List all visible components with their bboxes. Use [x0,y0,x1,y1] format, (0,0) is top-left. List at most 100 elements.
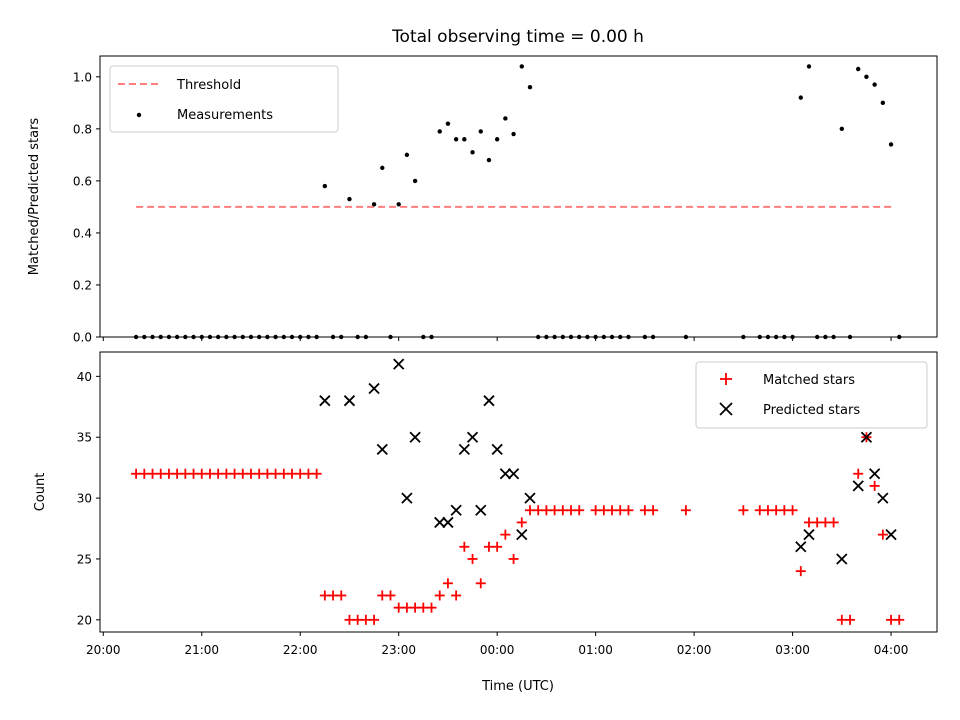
legend-predicted-swatch [719,402,733,416]
predicted-star-marker [466,431,479,443]
predicted-star-marker [885,528,897,541]
legend-predicted-label: Predicted stars [763,403,860,418]
measurement-point [856,66,861,72]
predicted-star-marker [868,468,881,480]
predicted-star-marker [836,553,848,565]
matched-star-marker [500,529,511,540]
x-tick-label: 01:00 [578,643,613,657]
measurement-point [806,64,812,69]
matched-star-marker [894,614,905,625]
predicted-marker-b [409,431,421,443]
predicted-marker-b [803,528,815,541]
matched-star-marker [459,541,470,552]
count-x-ticks: 20:00 21:00 22:00 23:00 00:00 01:00 02:00 03:00… [86,632,908,657]
predicted-marker-b [475,504,487,516]
predicted-marker-b [393,358,405,370]
predicted-star-marker [409,431,421,443]
matched-star-marker [475,578,486,589]
predicted-star-marker [524,492,536,504]
predicted-marker-b [524,492,536,504]
matched-star-marker [869,480,880,491]
measurement-point [864,74,869,80]
predicted-star-marker [516,528,528,541]
measurement-point [798,95,803,100]
x-axis-label: Time (UTC) [481,679,554,694]
measurement-point [371,202,377,207]
predicted-marker-b [860,431,873,443]
ratio-legend: Threshold Measurements [109,65,339,133]
matched-star-marker [385,590,396,601]
predicted-star-marker [507,468,520,480]
predicted-marker-b [868,468,881,480]
measurement-point [412,178,418,184]
count-y-axis-label: Count [33,473,48,512]
predicted-marker-b [852,480,864,492]
x-tick-label: 22:00 [283,643,318,657]
ratio-legend-box [109,65,339,133]
measurement-point [453,137,459,142]
predicted-star-marker [877,492,889,504]
predicted-star-marker [450,504,462,516]
matched-star-marker [467,553,478,564]
matched-star-marker [434,590,445,601]
measurement-point [437,129,442,134]
predicted-star-marker [860,431,873,443]
measurement-point [511,131,516,137]
x-tick-label: 23:00 [381,643,416,657]
count-y-tick-label: 30 [77,492,92,506]
predicted-star-marker [803,528,815,541]
predicted-marker-b [516,528,528,541]
x-tick-label: 03:00 [775,643,810,657]
predicted-star-marker [393,358,405,370]
ratio-y-tick-label: 0.8 [73,122,92,136]
predicted-marker-b [401,492,413,504]
measurement-point [380,165,385,171]
count-legend-box [695,361,928,429]
ratio-y-axis-label: Matched/Predicted stars [27,118,42,276]
predicted-marker-b [442,516,454,529]
measurement-point [872,82,877,87]
predicted-star-marker [491,443,503,456]
ratio-y-ticks: 0.0 0.2 0.4 0.6 0.8 1.0 [73,70,100,345]
x-tick-label: 04:00 [874,643,909,657]
matched-star-marker [508,553,519,564]
matched-star-marker [787,505,798,516]
matched-star-marker [877,529,888,540]
predicted-star-marker [499,468,512,480]
predicted-star-marker [852,480,864,492]
measurement-point [494,137,500,142]
x-tick-label: 21:00 [184,643,219,657]
predicted-marker-b [483,395,495,407]
measurement-point [322,183,328,189]
predicted-marker-b [491,443,503,456]
predicted-star-marker [343,395,356,407]
matched-star-marker [426,602,437,613]
measurement-point [519,64,524,69]
predicted-marker-b [434,516,446,529]
measurement-point [396,202,401,207]
matched-star-marker [845,614,856,625]
ratio-y-tick-label: 1.0 [73,70,92,84]
ratio-x-ticks [102,337,892,341]
matched-star-marker [738,505,749,516]
ratio-panel-frame [99,55,938,338]
matched-star-marker [336,590,347,601]
matched-star-marker [442,578,453,589]
measurement-point [880,100,886,106]
ratio-y-tick-label: 0.2 [73,278,92,292]
predicted-marker-b [836,553,848,565]
predicted-star-marker [795,541,807,553]
ratio-panel: 0.0 0.2 0.4 0.6 0.8 1.0 Matched/Predicted sta… [27,55,938,345]
predicted-marker-b [499,468,512,480]
legend-measurements-swatch [136,112,142,118]
predicted-marker-b [458,443,470,456]
count-legend: Matched stars Predicted stars [695,361,928,429]
x-tick-label: 00:00 [480,643,515,657]
matched-star-marker [574,505,585,516]
legend-matched-label: Matched stars [763,373,855,388]
measurement-point [527,85,533,90]
legend-matched-swatch [720,373,732,385]
measurement-point [347,196,352,202]
ratio-y-tick-label: 0.0 [73,331,92,345]
